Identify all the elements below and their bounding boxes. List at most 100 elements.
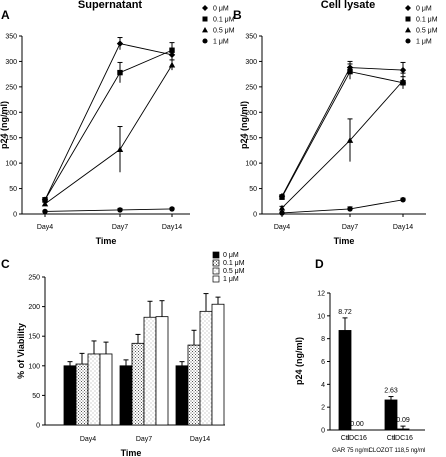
error-bar: [91, 340, 97, 354]
y-tick-label: 350: [245, 34, 257, 41]
legend-marker: [202, 27, 208, 33]
legend-marker: [405, 5, 411, 11]
legend-label: 0.5 μM: [223, 268, 245, 275]
bar: [338, 330, 352, 431]
bar: [211, 303, 225, 426]
y-tick-label: 100: [28, 363, 40, 370]
series-2: 0.1 μM: [75, 259, 245, 426]
data-point: [116, 40, 124, 47]
x-tick-label: Day7: [342, 224, 358, 231]
series-4: 1 μM: [99, 275, 239, 426]
y-tick-label: 200: [28, 304, 40, 311]
y-tick-label: 350: [5, 34, 17, 41]
x-tick-label: Day14: [162, 224, 182, 231]
data-point: [41, 200, 49, 207]
y-tick-label: 300: [5, 59, 17, 66]
x-tick-label: Day4: [274, 224, 290, 231]
y-tick-label: 0: [253, 212, 257, 219]
bar: [143, 316, 157, 426]
legend-label: 0 μM: [213, 6, 229, 13]
data-point: [42, 197, 48, 203]
y-axis-label: p24 (ng/ml): [0, 101, 9, 149]
series-4: 1 μM: [279, 38, 432, 216]
bar-label: IDC16: [347, 435, 367, 442]
error-bar: [388, 396, 394, 400]
y-tick-label: 6: [321, 359, 325, 366]
y-tick-label: 200: [245, 110, 257, 117]
data-point: [347, 206, 353, 212]
error-bar: [215, 296, 221, 305]
data-point: [117, 69, 123, 76]
y-tick-label: 100: [5, 161, 17, 168]
error-bar: [147, 300, 153, 318]
panel-b-chart: B Cell lysate 0 50 100 150 200 250 300 350 Day4 Day…: [233, 0, 438, 246]
legend-swatch: [212, 259, 220, 267]
legend-label: 1 μM: [223, 276, 239, 283]
data-point: [278, 204, 286, 211]
error-bar: [159, 300, 165, 317]
data-point: [116, 146, 124, 152]
legend-swatch: [212, 267, 220, 275]
legend-label: 0.5 μM: [213, 28, 235, 35]
data-point: [169, 47, 175, 53]
series-3: 0.5 μM: [87, 267, 245, 426]
bar: [155, 316, 169, 426]
panel-letter: B: [233, 8, 242, 22]
bar: [99, 353, 113, 426]
x-tick-label: Day4: [37, 224, 53, 231]
legend-label: 0 μM: [416, 6, 432, 13]
y-tick-label: 50: [9, 186, 17, 193]
error-bar: [400, 425, 406, 429]
bar: [396, 428, 410, 431]
y-tick-label: 12: [317, 291, 325, 298]
legend-marker: [202, 16, 208, 22]
data-point: [346, 137, 354, 143]
bar: [75, 363, 89, 426]
x-axis-label: Time: [121, 448, 142, 457]
bar: [199, 310, 213, 426]
data-point: [400, 197, 406, 203]
legend-swatch: [212, 251, 220, 259]
error-bar: [203, 293, 209, 312]
bar: [187, 344, 201, 426]
series-3: 0.5 μM: [278, 27, 438, 211]
y-tick-label: 150: [5, 135, 17, 142]
y-tick-label: 100: [245, 161, 257, 168]
legend-label: 0.1 μM: [213, 17, 235, 24]
error-bar: [179, 361, 185, 366]
series-line: [281, 199, 404, 214]
data-point: [399, 66, 407, 74]
legend-label: 0.1 μM: [416, 17, 438, 24]
error-bar: [342, 317, 348, 331]
error-bar: [123, 359, 129, 366]
y-tick-label: 8: [321, 336, 325, 343]
series-3: 0.5 μM: [41, 27, 235, 207]
panel-c-chart: C 0 50 100 150 200 250 0 μM0.1 μM0.5 μM1 μM Day4…: [1, 251, 245, 457]
data-point: [347, 68, 353, 75]
legend-marker: [405, 27, 411, 33]
y-axis-label: % of Viability: [16, 323, 26, 379]
legend-marker: [405, 38, 411, 44]
series-line: [44, 208, 173, 212]
y-tick-label: 0: [13, 212, 17, 219]
series-2: 0.1 μM: [279, 16, 438, 200]
bar: [384, 399, 398, 431]
y-tick-label: 250: [5, 84, 17, 91]
error-bar: [135, 333, 141, 344]
legend-label: 0.1 μM: [223, 260, 245, 267]
y-tick-label: 150: [245, 135, 257, 142]
legend-label: 1 μM: [416, 39, 432, 46]
x-tick-label: Day14: [393, 224, 413, 231]
series-line: [44, 49, 173, 200]
data-point: [42, 208, 48, 215]
series-line: [44, 64, 173, 205]
data-label: 2.63: [384, 388, 398, 395]
legend-marker: [202, 38, 208, 44]
data-point: [117, 207, 123, 213]
group-label: GAR 75 ng/ml: [332, 448, 370, 454]
data-point: [279, 210, 285, 216]
y-axis-label: p24 (ng/ml): [294, 337, 304, 385]
error-bar: [103, 341, 109, 354]
y-tick-label: 200: [5, 110, 17, 117]
